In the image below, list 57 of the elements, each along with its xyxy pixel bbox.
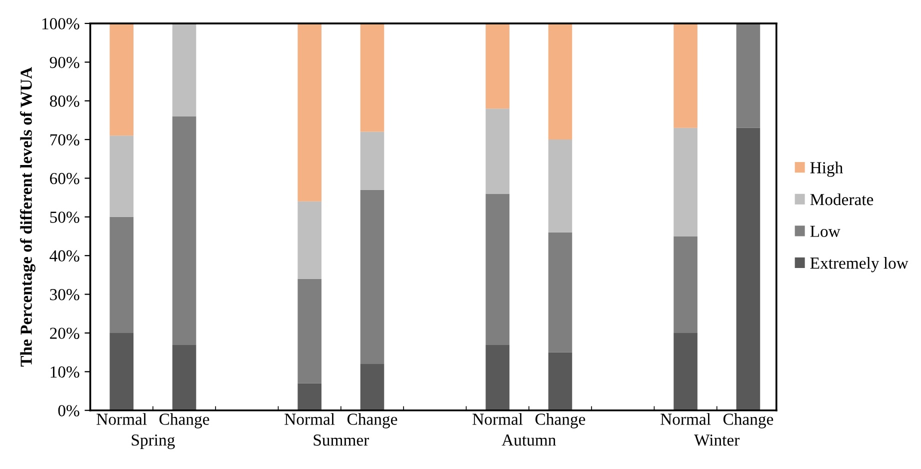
bar [110, 216, 134, 333]
bar [360, 132, 384, 190]
bar [172, 23, 196, 116]
legend-label: Extremely low [810, 257, 908, 272]
bar [172, 116, 196, 345]
x-tick-label: Change [723, 413, 774, 428]
bar [298, 278, 322, 384]
legend-label: High [810, 162, 843, 177]
bar [298, 23, 322, 202]
y-tick-label: 60% [50, 172, 80, 184]
x-tick-label: Normal [660, 413, 711, 425]
bar [110, 136, 134, 217]
text: Summer [314, 434, 369, 446]
bar [674, 128, 698, 236]
bar [486, 344, 510, 410]
y-axis-title: The Percentage of different levels of WUA [20, 67, 36, 367]
bar [548, 352, 572, 410]
bar [486, 23, 510, 109]
bar [172, 344, 196, 410]
y-tick-label: 70% [50, 134, 80, 146]
bar [674, 236, 698, 333]
y-tick-label: 80% [50, 96, 80, 107]
bar [548, 140, 572, 232]
text: Winter [694, 434, 740, 446]
x-tick-label: Normal [284, 413, 335, 425]
x-tick-label: Change [159, 413, 210, 428]
bar [360, 190, 384, 364]
bar [548, 232, 572, 352]
legend-label: Low [810, 226, 840, 237]
y-tick-label: 90% [50, 56, 80, 68]
x-tick-label: Change [347, 413, 398, 428]
y-tick-label: 30% [50, 288, 80, 300]
text: Spring [132, 434, 175, 450]
y-tick-label: 0% [58, 405, 80, 416]
y-tick-label: 100% [42, 18, 80, 30]
bar [548, 23, 572, 140]
bar [110, 23, 134, 136]
bar [298, 383, 322, 410]
x-tick-label: Normal [472, 413, 523, 425]
y-tick-label: 40% [50, 250, 80, 262]
x-tick-label: Normal [96, 413, 147, 425]
bar [674, 23, 698, 128]
bar [298, 201, 322, 279]
legend-label: Moderate [810, 193, 874, 206]
bar [486, 194, 510, 345]
bar [736, 23, 760, 128]
bar [674, 332, 698, 410]
bar [110, 332, 134, 410]
y-tick-label: 50% [50, 212, 80, 223]
bar [486, 108, 510, 194]
y-tick-label: 10% [50, 366, 80, 378]
text: Autumn [502, 434, 556, 446]
y-tick-label: 20% [50, 328, 80, 339]
bar [360, 364, 384, 410]
bar [736, 128, 760, 410]
bar [360, 23, 384, 132]
x-tick-label: Change [535, 413, 586, 428]
